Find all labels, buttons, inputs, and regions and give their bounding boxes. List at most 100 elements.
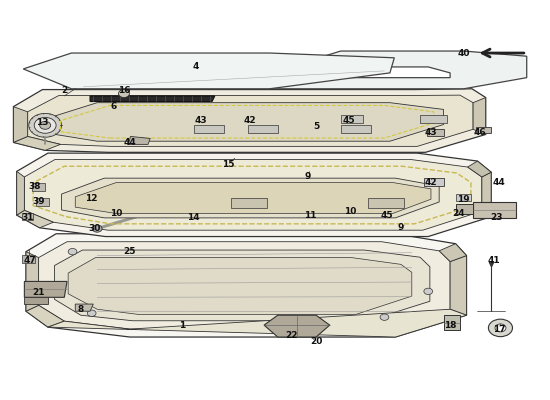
Text: 4: 4	[192, 62, 199, 72]
Text: 40: 40	[458, 48, 470, 58]
Polygon shape	[368, 198, 404, 208]
Polygon shape	[23, 53, 394, 89]
Polygon shape	[90, 96, 215, 102]
Text: 42: 42	[425, 178, 437, 187]
Polygon shape	[128, 136, 150, 144]
Polygon shape	[24, 282, 67, 297]
Circle shape	[495, 324, 506, 332]
Circle shape	[380, 314, 389, 320]
Text: 17: 17	[493, 324, 505, 334]
Text: 15: 15	[222, 160, 235, 169]
Text: 44: 44	[124, 138, 136, 147]
Polygon shape	[22, 255, 35, 263]
Polygon shape	[455, 194, 471, 201]
Circle shape	[34, 117, 56, 133]
Polygon shape	[13, 107, 28, 142]
Text: 18: 18	[444, 321, 456, 330]
Polygon shape	[13, 136, 60, 150]
Text: 43: 43	[195, 116, 207, 125]
Text: 21: 21	[32, 288, 45, 297]
Text: 9: 9	[305, 172, 311, 181]
Polygon shape	[443, 315, 460, 330]
Polygon shape	[270, 51, 527, 89]
Polygon shape	[468, 161, 491, 177]
Polygon shape	[54, 250, 430, 321]
Polygon shape	[482, 172, 491, 217]
Text: 42: 42	[244, 116, 257, 125]
Text: 1: 1	[179, 321, 185, 330]
Polygon shape	[264, 315, 329, 337]
Polygon shape	[340, 124, 371, 133]
Text: 25: 25	[124, 247, 136, 256]
Polygon shape	[194, 124, 224, 133]
Text: 13: 13	[36, 118, 49, 127]
Circle shape	[29, 114, 62, 137]
Polygon shape	[16, 153, 491, 236]
Text: 41: 41	[488, 256, 500, 265]
Polygon shape	[75, 304, 94, 311]
Polygon shape	[13, 89, 486, 152]
Circle shape	[40, 121, 51, 129]
Text: 11: 11	[304, 211, 317, 220]
Polygon shape	[24, 160, 482, 230]
Circle shape	[159, 206, 167, 212]
Polygon shape	[473, 202, 516, 218]
Text: 10: 10	[110, 210, 123, 218]
Text: 38: 38	[28, 182, 41, 190]
Polygon shape	[340, 114, 362, 122]
Circle shape	[92, 225, 102, 232]
Text: 5: 5	[313, 122, 319, 131]
Polygon shape	[36, 198, 49, 206]
Polygon shape	[32, 183, 45, 191]
Text: 14: 14	[186, 213, 199, 222]
Circle shape	[488, 319, 513, 337]
Polygon shape	[26, 305, 64, 327]
Text: 10: 10	[344, 208, 357, 216]
Text: 31: 31	[21, 213, 34, 222]
Polygon shape	[68, 258, 412, 314]
Text: 20: 20	[310, 337, 322, 346]
Text: 46: 46	[474, 128, 487, 137]
Polygon shape	[439, 244, 466, 262]
Polygon shape	[39, 242, 450, 329]
Text: 9: 9	[398, 223, 404, 232]
Circle shape	[424, 288, 433, 294]
Polygon shape	[420, 114, 447, 122]
Text: 8: 8	[78, 305, 84, 314]
Text: 16: 16	[118, 86, 131, 95]
Polygon shape	[22, 213, 33, 220]
Polygon shape	[231, 198, 267, 208]
Text: 12: 12	[85, 194, 98, 202]
Text: 45: 45	[381, 211, 393, 220]
Circle shape	[87, 310, 96, 316]
Polygon shape	[28, 95, 473, 146]
Polygon shape	[24, 297, 48, 304]
Polygon shape	[48, 309, 466, 337]
Polygon shape	[455, 204, 473, 214]
Text: 43: 43	[425, 128, 437, 137]
Polygon shape	[26, 252, 39, 311]
Text: © eurospares
a parts catalogue: © eurospares a parts catalogue	[72, 210, 346, 270]
Text: 23: 23	[491, 213, 503, 222]
Circle shape	[118, 90, 129, 98]
Text: 47: 47	[24, 256, 37, 265]
Polygon shape	[427, 129, 443, 136]
Text: 44: 44	[493, 178, 506, 187]
Polygon shape	[62, 178, 439, 218]
Text: 24: 24	[452, 210, 465, 218]
Polygon shape	[424, 178, 443, 186]
Polygon shape	[75, 182, 431, 214]
Text: 45: 45	[343, 116, 355, 125]
Polygon shape	[473, 98, 486, 134]
Text: 6: 6	[111, 102, 117, 111]
Polygon shape	[16, 210, 53, 228]
Text: 39: 39	[32, 198, 45, 206]
Text: 2: 2	[61, 86, 68, 95]
Circle shape	[68, 248, 77, 255]
Polygon shape	[26, 234, 466, 337]
Text: 30: 30	[88, 224, 101, 233]
Polygon shape	[48, 103, 443, 141]
Polygon shape	[248, 124, 278, 133]
Polygon shape	[450, 256, 466, 315]
Polygon shape	[16, 171, 24, 215]
